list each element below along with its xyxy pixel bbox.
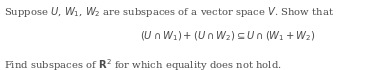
Text: $(U \cap W_1) + (U \cap W_2) \subseteq U \cap (W_1 + W_2)$: $(U \cap W_1) + (U \cap W_2) \subseteq U… — [140, 29, 315, 43]
Text: Find subspaces of $\mathbf{R}^2$ for which equality does not hold.: Find subspaces of $\mathbf{R}^2$ for whi… — [4, 57, 282, 70]
Text: Suppose $U$, $W_1$, $W_2$ are subspaces of a vector space $V$. Show that: Suppose $U$, $W_1$, $W_2$ are subspaces … — [4, 5, 334, 19]
